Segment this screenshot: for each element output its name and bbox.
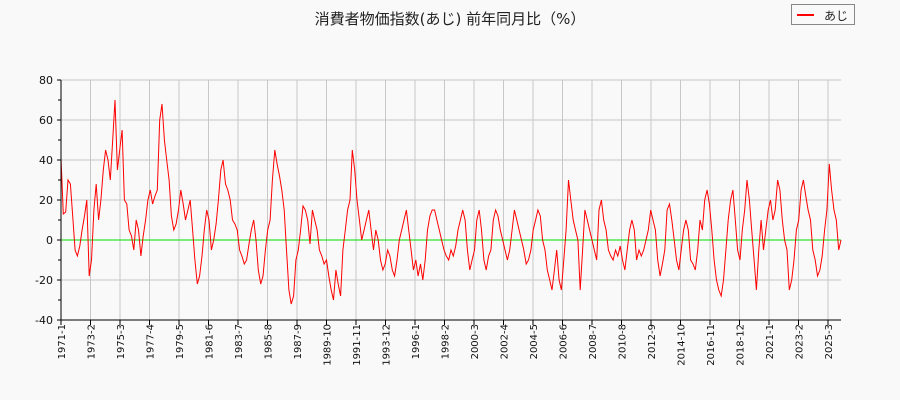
legend-line-swatch (797, 14, 814, 16)
x-tick-label: 1991-11 (352, 324, 363, 366)
y-tick-label: 40 (39, 154, 53, 167)
x-tick-label: 1996-1 (411, 324, 422, 359)
legend: あじ (791, 4, 855, 25)
x-tick-label: 2010-8 (618, 324, 629, 359)
y-tick-label: -40 (35, 314, 53, 327)
x-tick-label: 2012-9 (647, 324, 658, 359)
series-line-aji (60, 99, 842, 305)
x-tick-label: 2018-12 (736, 324, 747, 366)
x-tick-label: 1971-1 (57, 324, 68, 359)
y-tick-label: -20 (35, 274, 53, 287)
x-tick-label: 1975-3 (116, 324, 127, 359)
y-tick-label: 0 (46, 234, 53, 247)
x-tick-label: 2021-1 (765, 324, 776, 359)
x-tick-label: 1989-10 (323, 324, 334, 366)
x-tick-label: 1977-4 (146, 324, 157, 359)
y-axis-ticks: -40 -20 0 20 40 60 80 (35, 74, 61, 327)
x-tick-label: 1993-12 (382, 324, 393, 366)
x-tick-label: 1985-8 (264, 324, 275, 359)
x-tick-label: 2016-11 (706, 324, 717, 366)
x-tick-label: 1983-7 (234, 324, 245, 359)
chart-title: 消費者物価指数(あじ) 前年同月比（%） (314, 10, 586, 28)
x-tick-label: 1998-2 (441, 324, 452, 359)
x-tick-label: 1973-2 (87, 324, 98, 359)
x-tick-label: 2025-3 (824, 324, 835, 359)
y-tick-label: 60 (39, 114, 53, 127)
x-tick-label: 1987-9 (293, 324, 304, 359)
y-tick-label: 80 (39, 74, 53, 87)
legend-label: あじ (824, 9, 849, 23)
grid-lines (61, 79, 841, 320)
x-tick-label: 2002-4 (500, 324, 511, 359)
x-tick-label: 2006-6 (559, 324, 570, 359)
x-axis-ticks: 1971-1 1973-2 1975-3 1977-4 1979-5 1981-6 1983… (57, 320, 835, 366)
x-tick-label: 2000-3 (470, 324, 481, 359)
x-tick-label: 1979-5 (175, 324, 186, 359)
x-tick-label: 2008-7 (588, 324, 599, 359)
x-tick-label: 2004-5 (529, 324, 540, 359)
x-tick-label: 1981-6 (205, 324, 216, 359)
y-tick-label: 20 (39, 194, 53, 207)
axis-frame (60, 80, 841, 321)
x-tick-label: 2014-10 (677, 324, 688, 366)
x-tick-label: 2023-2 (795, 324, 806, 359)
